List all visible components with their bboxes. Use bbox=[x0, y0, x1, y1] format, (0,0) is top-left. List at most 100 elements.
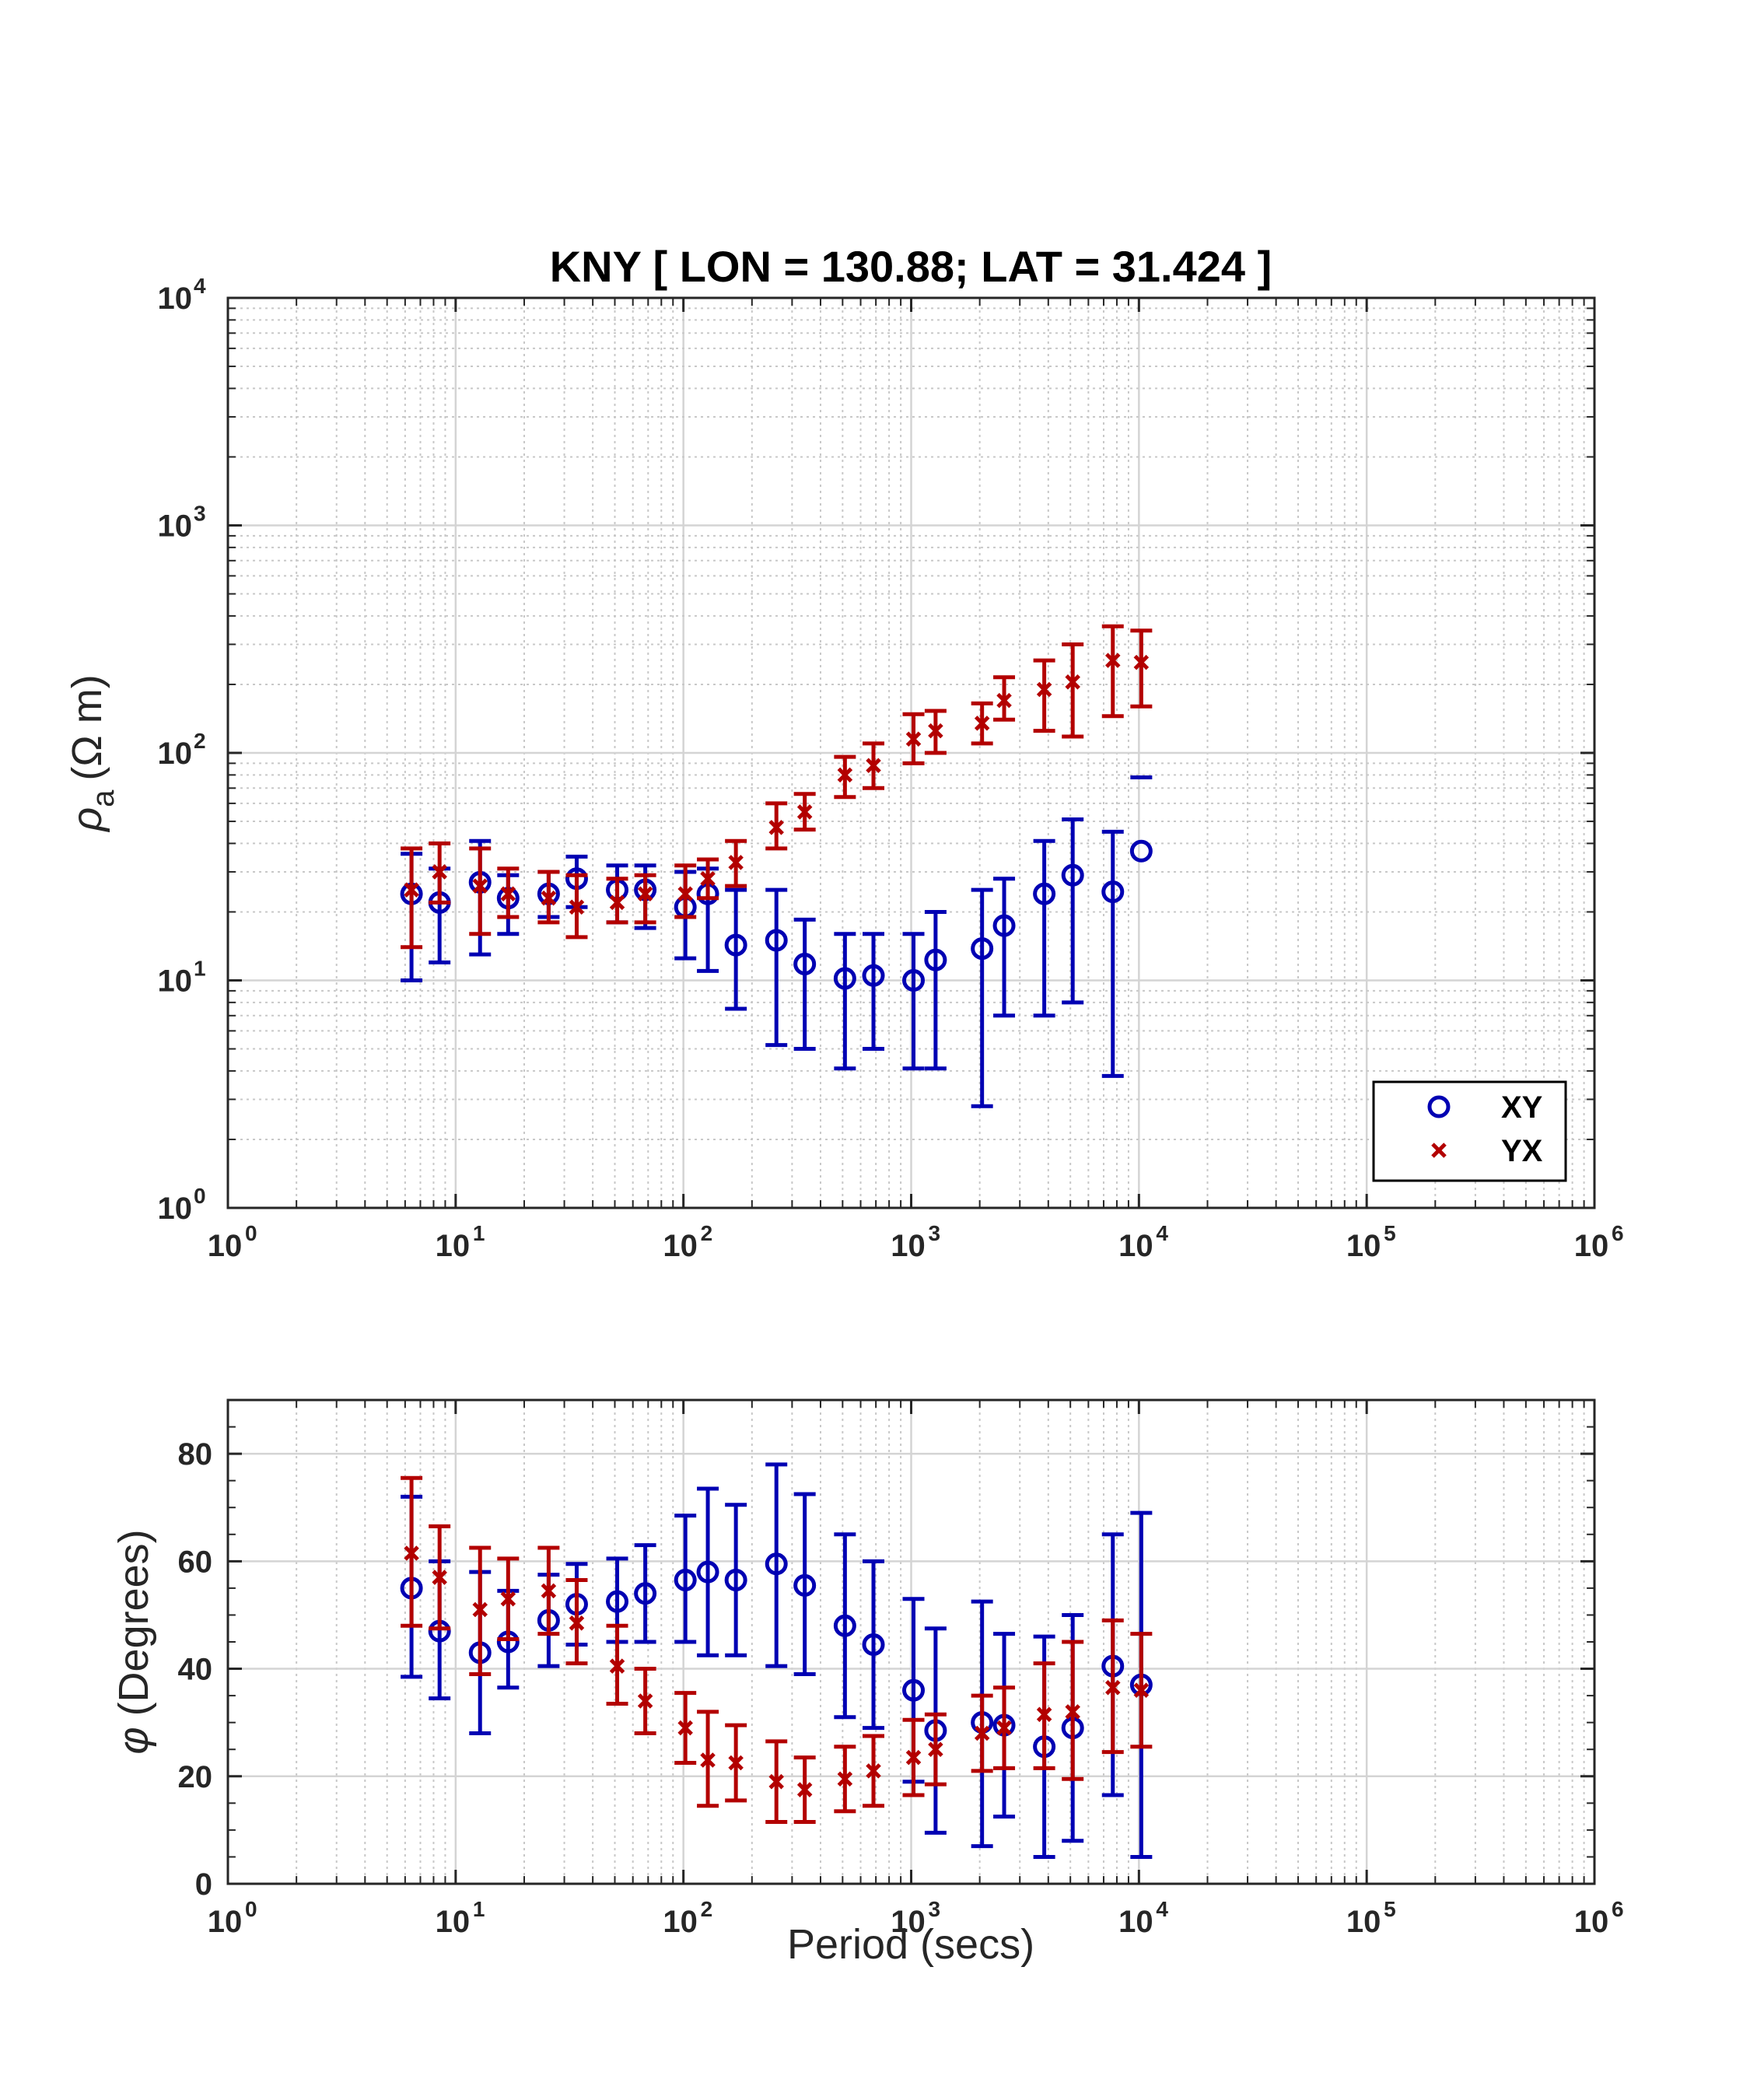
phase-x-tick-label: 10 bbox=[208, 1905, 243, 1939]
phase-yx-point bbox=[1104, 1679, 1121, 1696]
rho-yx-point-stroke bbox=[472, 878, 488, 894]
rho-yx-point-stroke bbox=[974, 716, 990, 731]
rho-yx-point bbox=[677, 886, 693, 902]
apparent-resistivity-series bbox=[400, 624, 1153, 1108]
phase-x-tick-label: 10 bbox=[663, 1905, 698, 1939]
rho-yx-point-stroke bbox=[768, 820, 784, 835]
phase-y-tick-label: 0 bbox=[195, 1867, 212, 1902]
rho-yx-point bbox=[728, 855, 744, 870]
rho-xy-point bbox=[1033, 882, 1056, 905]
phase-yx-point bbox=[728, 1755, 744, 1771]
phase-yx-point-stroke bbox=[1036, 1706, 1052, 1723]
phase-yx-point bbox=[768, 1773, 784, 1790]
rho-y-tick-exponent: 1 bbox=[194, 957, 206, 981]
phase-yx-point-stroke bbox=[837, 1771, 853, 1787]
phase-x-tick-label: 10 bbox=[436, 1905, 471, 1939]
phase-yx-point-stroke bbox=[609, 1658, 625, 1674]
rho-yx-point-stroke bbox=[541, 890, 557, 906]
rho-xy-point bbox=[971, 937, 994, 961]
rho-y-tick-exponent: 0 bbox=[194, 1184, 206, 1208]
rho-y-tick-label: 10 bbox=[158, 282, 193, 316]
phase-y-tick-label: 80 bbox=[178, 1437, 213, 1472]
rho-yx-point-stroke bbox=[677, 886, 693, 902]
phase-xy-point bbox=[606, 1590, 629, 1613]
phase-yx-point-stroke bbox=[1133, 1682, 1150, 1698]
rho-x-tick-exponent: 5 bbox=[1384, 1221, 1396, 1245]
phase-yx-point bbox=[677, 1720, 693, 1736]
rho-yx-point-stroke bbox=[1104, 653, 1121, 668]
phase-x-tick-exponent: 2 bbox=[701, 1897, 713, 1921]
rho-yx-point bbox=[768, 820, 784, 835]
phase-yx-point-stroke bbox=[928, 1741, 943, 1757]
rho-yx-point-stroke bbox=[796, 804, 813, 820]
legend-xy-label: XY bbox=[1501, 1090, 1543, 1125]
phase-yx-point bbox=[609, 1658, 625, 1674]
legend-yx-label: YX bbox=[1501, 1134, 1543, 1168]
rho-y-tick-label: 10 bbox=[158, 737, 193, 771]
period-x-axis-label: Period (secs) bbox=[787, 1921, 1034, 1968]
phase-yx-point-stroke bbox=[974, 1725, 990, 1741]
rho-yx-point-stroke bbox=[432, 864, 447, 880]
rho-x-tick-label: 10 bbox=[1574, 1229, 1609, 1263]
phase-yx-point-stroke bbox=[768, 1773, 784, 1790]
phase-yx-point bbox=[796, 1782, 813, 1797]
rho-x-tick-exponent: 3 bbox=[929, 1221, 941, 1245]
apparent-resistivity-ticks: 10 0 10 1 10 2 10 3 10 4 10 5 10 610 010 110 210 310 4 bbox=[158, 274, 1624, 1263]
rho-xy-point bbox=[724, 933, 747, 957]
rho-yx-point bbox=[974, 716, 990, 731]
rho-y-tick-label: 10 bbox=[158, 1192, 193, 1226]
legend-box bbox=[1372, 1080, 1567, 1182]
phase-yx-point-stroke bbox=[404, 1545, 419, 1561]
phase-yx-point-stroke bbox=[728, 1755, 744, 1771]
rho-yx-point bbox=[796, 804, 813, 820]
phase-yx-point bbox=[700, 1752, 716, 1768]
rho-yx-point-stroke bbox=[1036, 681, 1052, 698]
phase-yx-point-stroke bbox=[472, 1601, 488, 1618]
phase-xy-point bbox=[862, 1633, 885, 1656]
rho-x-tick-label: 10 bbox=[1346, 1229, 1381, 1263]
rho-yx-point-stroke bbox=[866, 758, 881, 774]
rho-xy-point bbox=[1061, 863, 1084, 887]
phase-yx-point bbox=[404, 1545, 419, 1561]
phase-x-tick-label: 10 bbox=[1346, 1905, 1381, 1939]
rho-x-tick-label: 10 bbox=[663, 1229, 698, 1263]
phase-yx-point bbox=[1036, 1706, 1052, 1723]
phase-x-tick-exponent: 6 bbox=[1612, 1897, 1624, 1921]
phase-yx-point-stroke bbox=[866, 1763, 881, 1779]
phase-y-tick-label: 40 bbox=[178, 1653, 213, 1687]
rho-symbol: ρ bbox=[64, 807, 110, 833]
rho-x-tick-label: 10 bbox=[208, 1229, 243, 1263]
rho-yx-point-stroke bbox=[996, 692, 1012, 709]
rho-yx-point bbox=[905, 731, 922, 747]
rho-xy-point bbox=[833, 967, 856, 990]
phase-x-tick-exponent: 0 bbox=[245, 1897, 257, 1921]
rho-x-tick-exponent: 6 bbox=[1612, 1221, 1624, 1245]
phi-symbol: φ bbox=[110, 1727, 157, 1754]
legend-yx-marker-icon bbox=[1431, 1143, 1447, 1158]
rho-yx-point-stroke bbox=[700, 870, 716, 887]
phase-yx-point-stroke bbox=[677, 1720, 693, 1736]
phase-yx-point bbox=[541, 1583, 557, 1599]
phase-xy-point bbox=[793, 1573, 817, 1597]
phase-x-tick-label: 10 bbox=[1118, 1905, 1153, 1939]
rho-y-tick-exponent: 2 bbox=[194, 729, 206, 753]
phase-yx-point bbox=[1133, 1682, 1150, 1698]
rho-y-tick-exponent: 3 bbox=[194, 502, 206, 526]
rho-yx-point bbox=[609, 894, 625, 911]
phase-x-tick-label: 10 bbox=[1574, 1905, 1609, 1939]
rho-xy-point bbox=[862, 964, 885, 987]
phase-yx-point-stroke bbox=[700, 1752, 716, 1768]
rho-x-tick-exponent: 1 bbox=[473, 1221, 485, 1245]
phase-yx-point bbox=[974, 1725, 990, 1741]
phase-yx-point bbox=[472, 1601, 488, 1618]
phase-yx-point bbox=[569, 1615, 585, 1631]
rho-yx-point bbox=[637, 886, 653, 902]
rho-xy-point bbox=[902, 969, 926, 992]
rho-yx-point bbox=[928, 723, 943, 739]
rho-yx-point bbox=[472, 878, 488, 894]
phase-yx-point-stroke bbox=[637, 1693, 653, 1709]
rho-xy-point bbox=[992, 914, 1016, 937]
rho-yx-point bbox=[996, 692, 1012, 709]
rho-yx-point-stroke bbox=[905, 731, 922, 747]
